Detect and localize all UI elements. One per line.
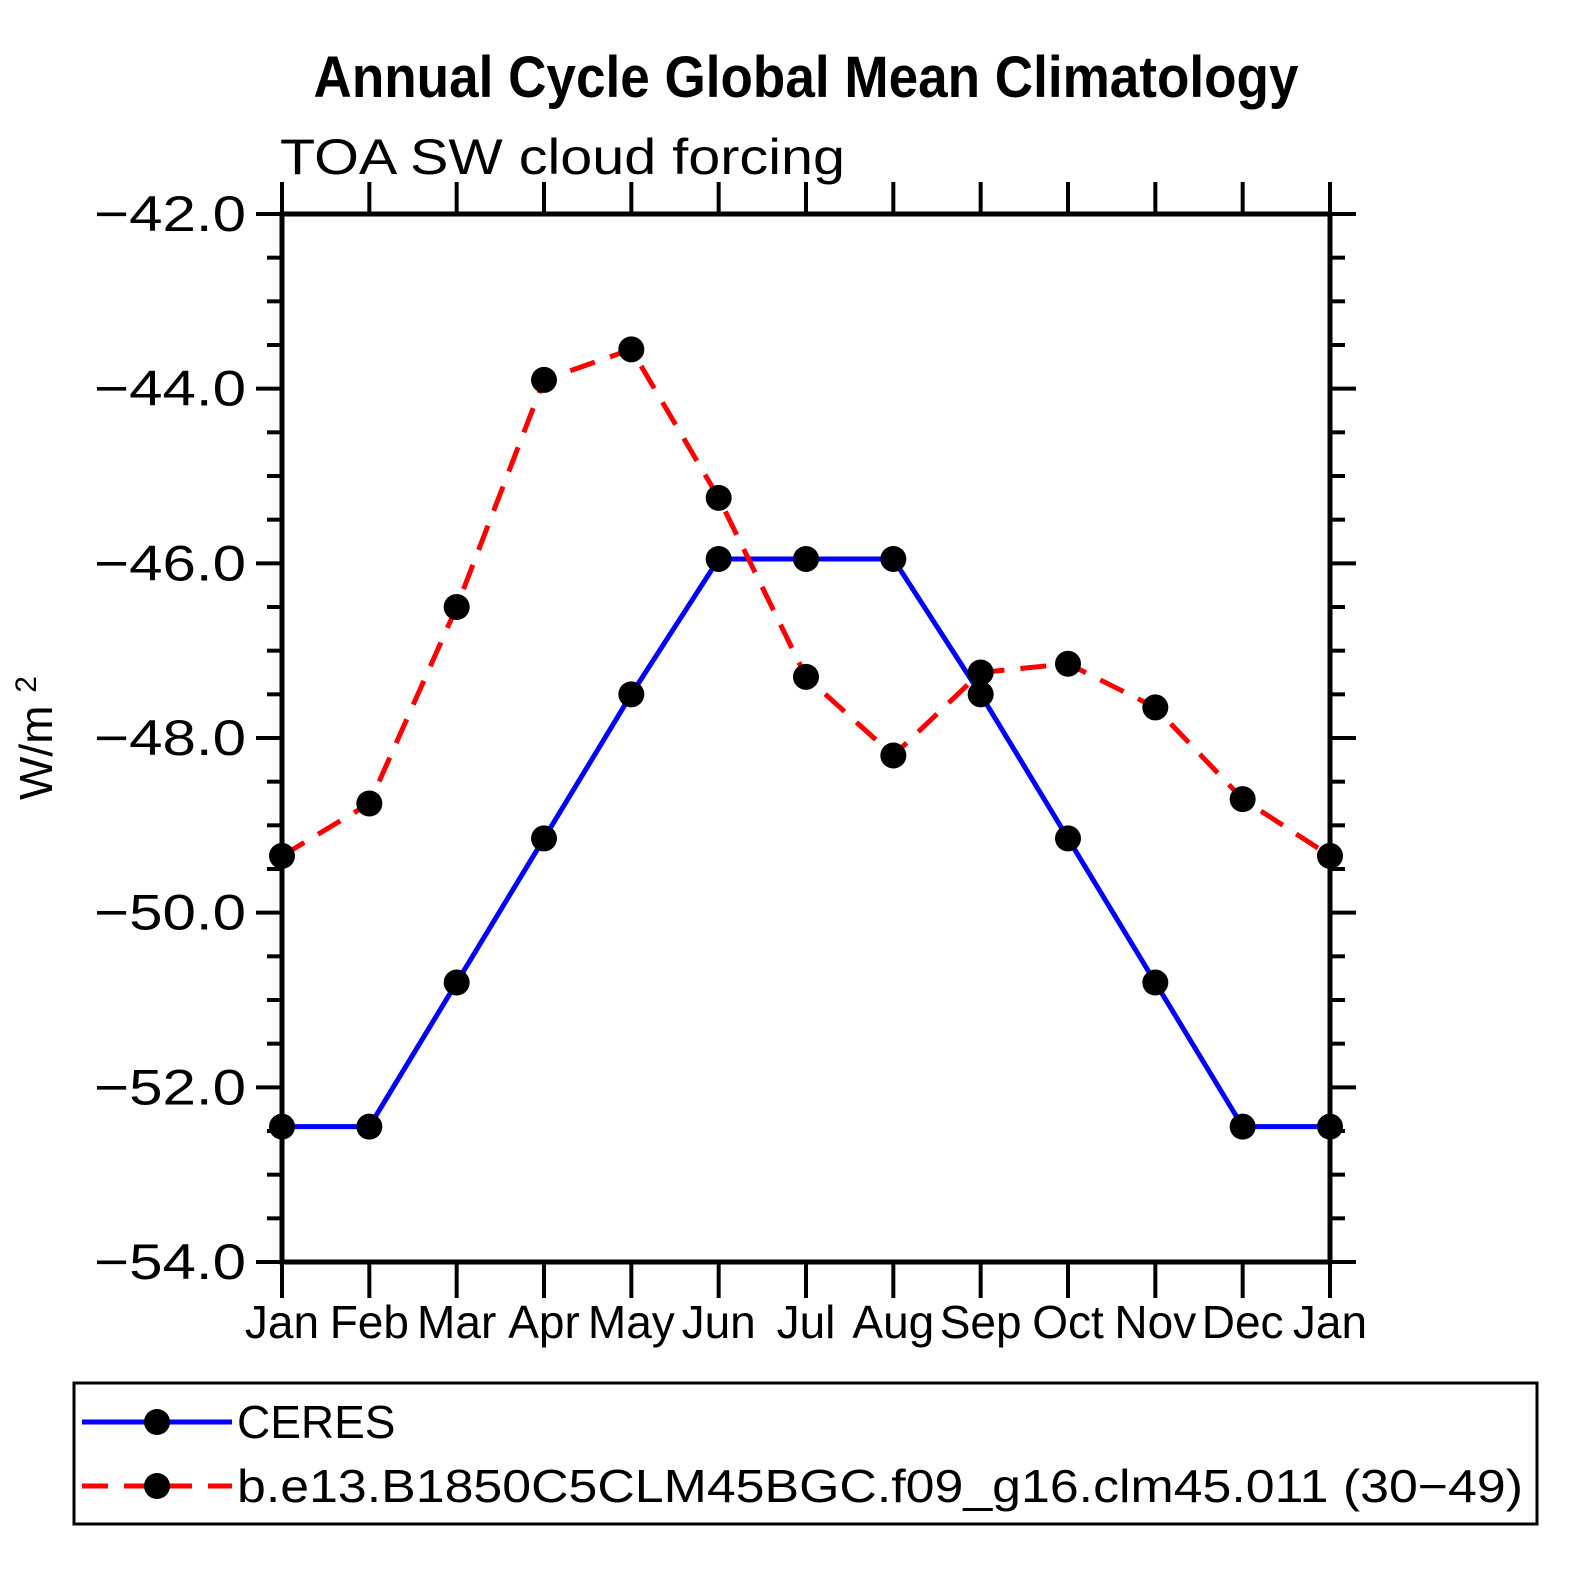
series-0-marker [1317,1113,1343,1140]
series-0-marker [793,545,819,572]
y-axis-exponent: 2 [10,676,43,693]
y-axis-unit: W/m [10,705,62,800]
legend-box [72,1381,1539,1526]
series-1-marker [618,336,645,363]
series-1-marker [1229,786,1256,813]
series-1-marker [880,742,907,769]
x-tick-label: Sep [940,1296,1022,1348]
x-tick-label: Jan [245,1296,319,1348]
series-group [269,336,1343,1140]
y-tick-label: −46.0 [94,535,246,591]
series-0-marker [1142,969,1169,996]
series-0-marker [356,1113,383,1140]
series-1-marker [793,663,819,690]
x-tick-label: Aug [852,1296,934,1348]
series-0-marker [705,545,732,572]
x-tick-label: Mar [417,1296,496,1348]
x-tick-label: Feb [330,1296,409,1348]
y-axis-title: W/m 2 [10,676,62,800]
series-0-marker [618,681,645,708]
legend-label-1: b.e13.B1850C5CLM45BGC.f09_g16.clm45.011 … [237,1460,1523,1512]
series-1-marker [443,594,470,620]
chart-title: Annual Cycle Global Mean Climatology [314,45,1299,110]
series-0-marker [531,825,557,852]
x-tick-label: May [588,1296,675,1348]
chart-subtitle: TOA SW cloud forcing [280,129,845,185]
y-tick-label: −48.0 [94,710,246,766]
x-tick-label: Apr [508,1296,580,1348]
x-tick-label: Nov [1114,1296,1196,1348]
y-tick-label: −42.0 [94,186,246,242]
legend-marker-1 [144,1473,170,1499]
x-tick-label: Dec [1202,1296,1284,1348]
series-line-1 [280,346,1332,859]
series-1-marker [1142,694,1169,721]
x-tick-label: Jun [682,1296,756,1348]
y-tick-label: −52.0 [94,1059,246,1115]
series-1-marker [1317,842,1343,869]
legend-label-0: CERES [237,1396,395,1448]
series-1-marker [531,366,557,393]
plot-frame [279,211,1333,1265]
x-tick-label: Oct [1032,1296,1104,1348]
x-tick-label: Jan [1293,1296,1367,1348]
series-1-marker [269,842,295,869]
series-1-marker [967,659,994,686]
series-0-marker [880,545,907,572]
series-0-marker [1055,825,1081,852]
series-1-marker [705,484,732,511]
series-0-marker [269,1113,295,1140]
legend-marker-0 [144,1409,170,1435]
y-tick-label: −44.0 [94,361,246,417]
x-tick-label: Jul [777,1296,836,1348]
series-0-marker [443,969,470,996]
series-1-marker [356,790,383,817]
y-tick-label: −50.0 [94,885,246,941]
series-1-marker [1055,650,1081,677]
series-0-marker [1229,1113,1256,1140]
y-tick-label: −54.0 [94,1234,246,1290]
series-0-marker [967,681,994,708]
legend-group: CERES b.e13.B1850C5CLM45BGC.f09_g16.clm45… [72,1381,1539,1526]
